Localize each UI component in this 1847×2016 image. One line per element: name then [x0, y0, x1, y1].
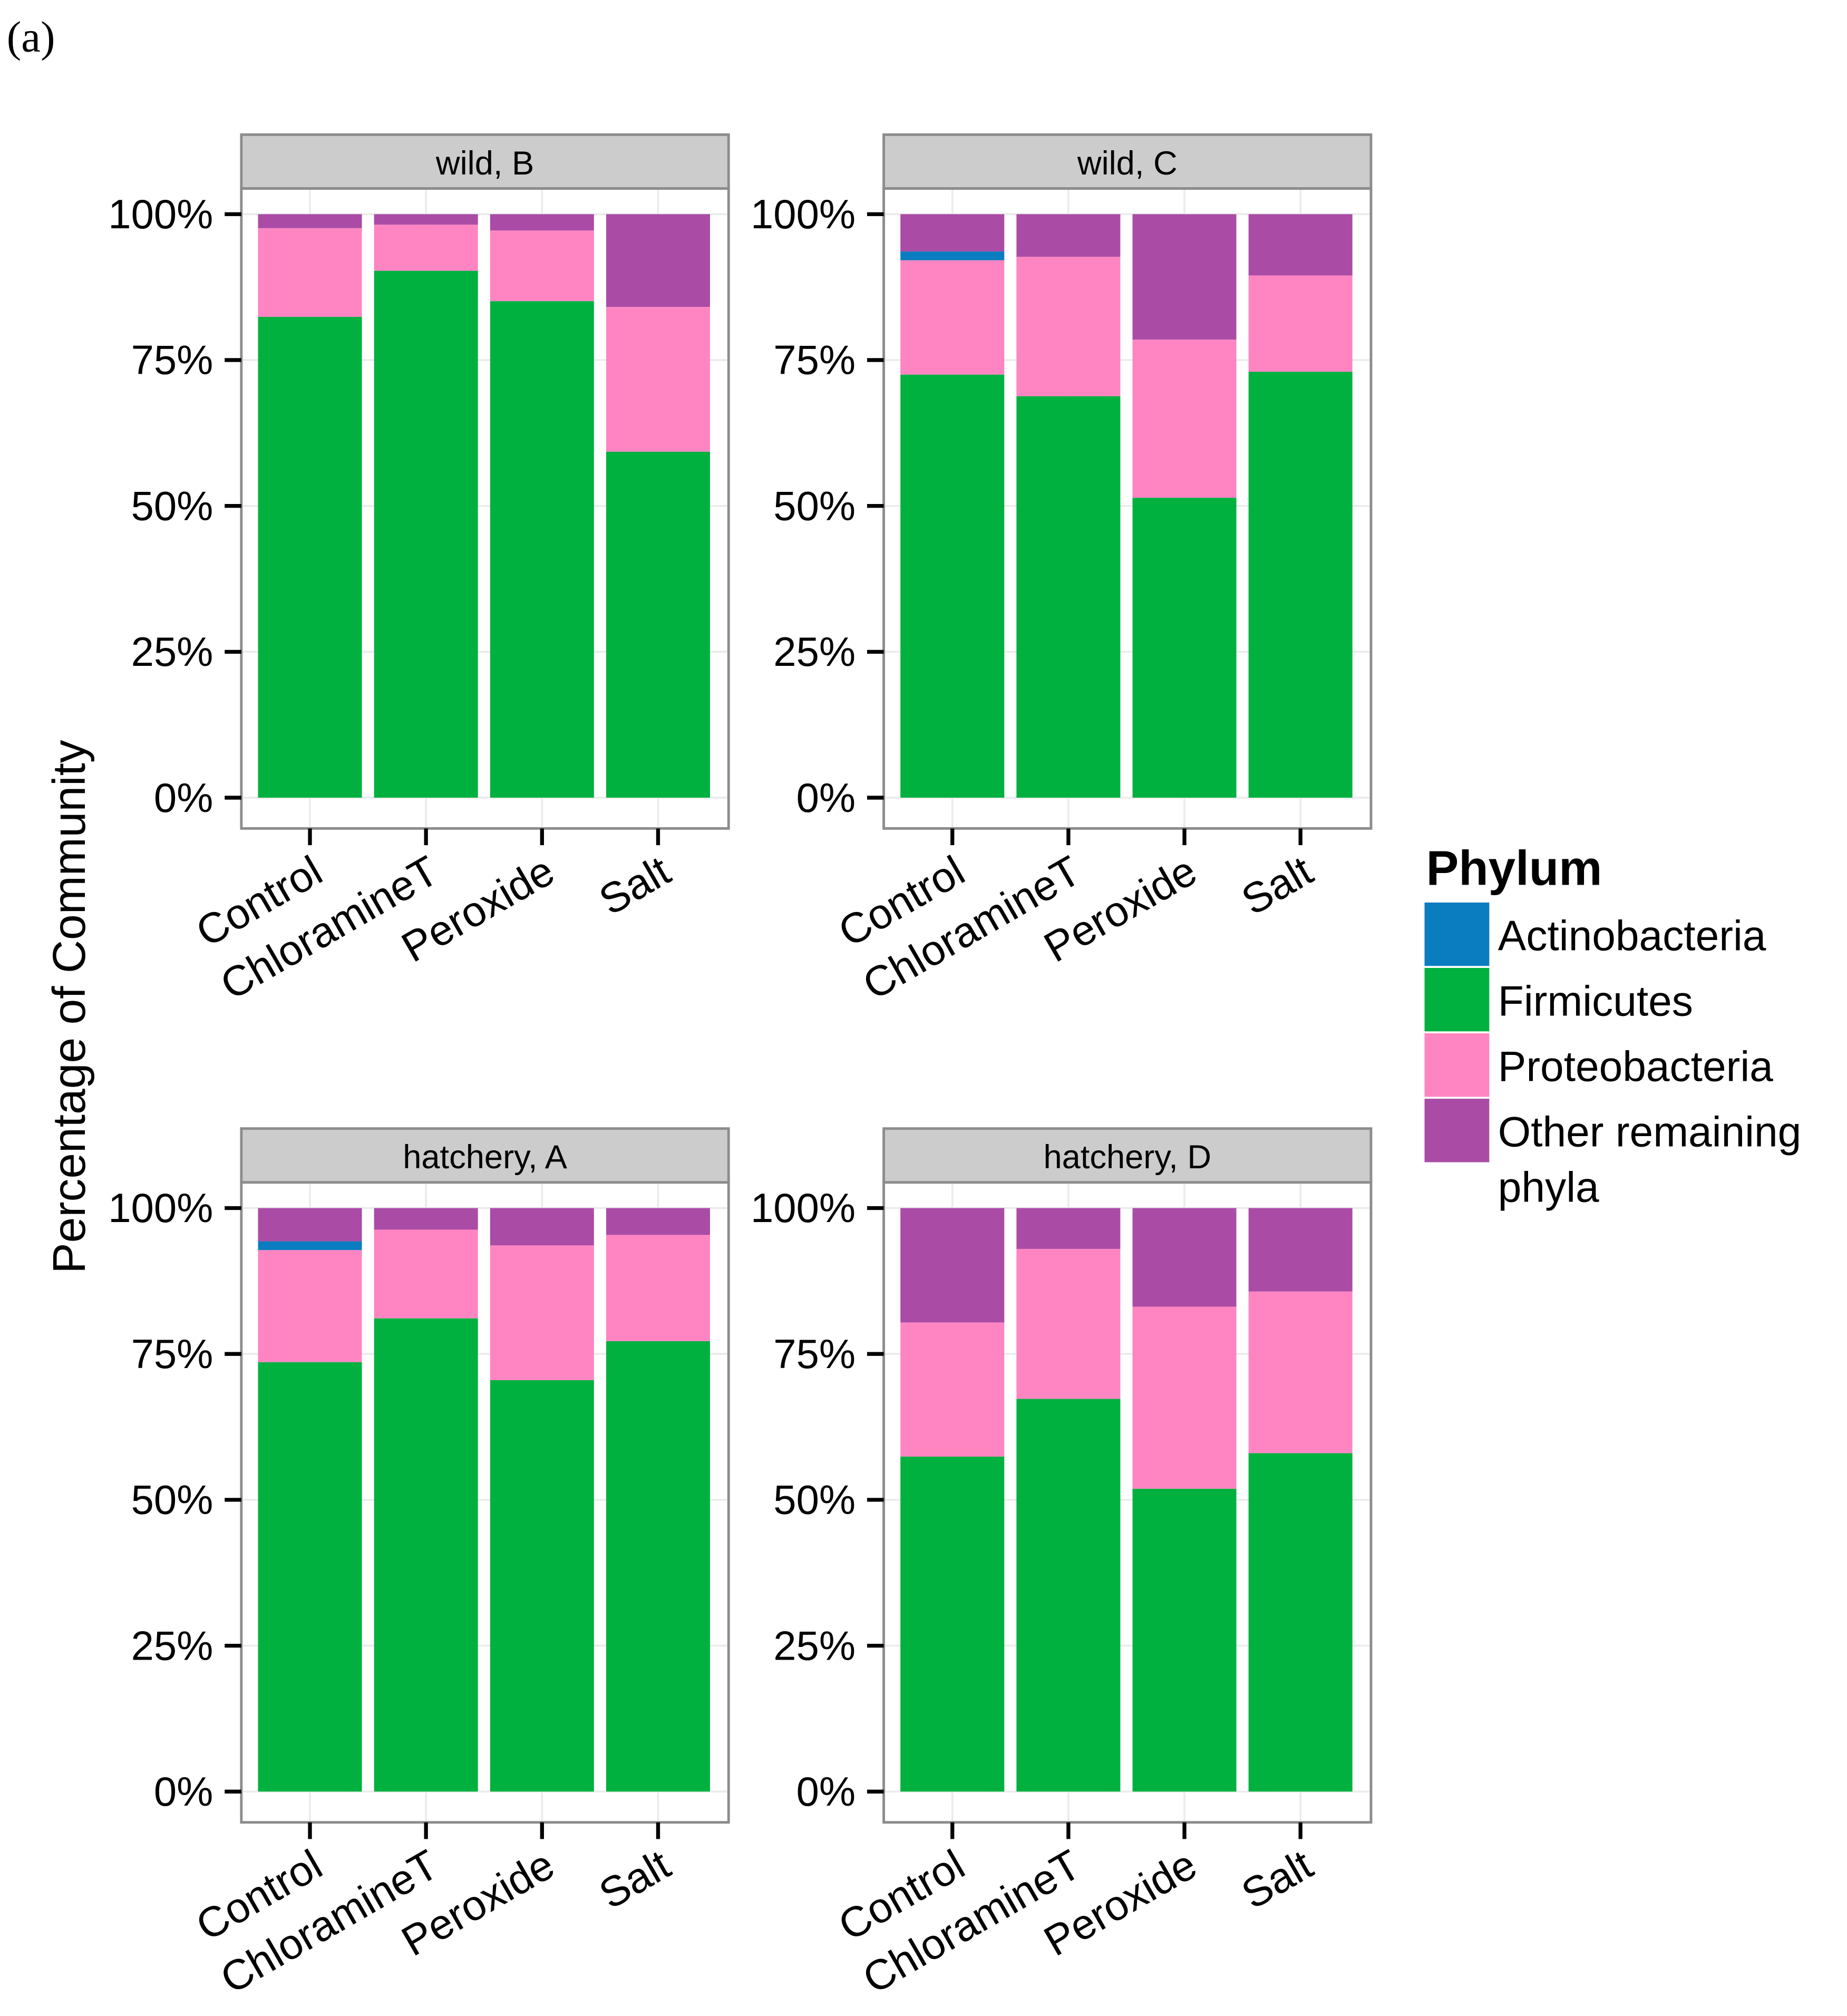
- bar-segment-other: [258, 1208, 362, 1242]
- bar-segment-other: [606, 1208, 710, 1235]
- y-tick-label: 0%: [154, 776, 213, 821]
- bar-segment-proteobacteria: [1248, 1291, 1353, 1453]
- panel-title: hatchery, A: [403, 1139, 567, 1176]
- bar-segment-firmicutes: [258, 1362, 362, 1792]
- bar-segment-firmicutes: [490, 1380, 594, 1792]
- panel-wild-c: wild, C0%25%50%75%100%ControlChloramineT…: [751, 133, 1373, 1009]
- bar-segment-proteobacteria: [258, 1250, 362, 1362]
- y-tick-label: 0%: [796, 1769, 856, 1815]
- legend-key: [1422, 1097, 1492, 1165]
- y-tick-label: 25%: [773, 629, 856, 675]
- y-tick-label: 50%: [773, 483, 856, 529]
- bar-segment-firmicutes: [606, 451, 710, 798]
- y-tick-label: 25%: [773, 1623, 856, 1669]
- bar-segment-other: [1132, 1208, 1237, 1307]
- panel-strip: [240, 1127, 730, 1184]
- y-tick-label: 100%: [751, 192, 856, 237]
- bar-segment-firmicutes: [1248, 372, 1353, 798]
- bar-segment-proteobacteria: [606, 307, 710, 452]
- y-tick-label: 0%: [796, 776, 856, 821]
- panel-strip: [882, 1127, 1373, 1184]
- bar-segment-actinobacteria: [258, 1241, 362, 1251]
- legend-label: Other remaining phyla: [1498, 1109, 1802, 1211]
- y-tick-label: 100%: [751, 1186, 856, 1231]
- panel-strip: [882, 133, 1373, 190]
- legend-key: [1422, 1031, 1492, 1099]
- y-tick-label: 0%: [154, 1769, 213, 1815]
- legend-label: Proteobacteria: [1498, 1043, 1773, 1091]
- bar-segment-firmicutes: [374, 270, 478, 798]
- y-tick-label: 75%: [773, 1332, 856, 1377]
- bar-segment-proteobacteria: [374, 225, 478, 271]
- bar-segment-firmicutes: [900, 1456, 1005, 1792]
- y-tick-label: 100%: [108, 192, 213, 237]
- bar-segment-firmicutes: [1132, 498, 1237, 798]
- panel-title: wild, B: [435, 145, 534, 182]
- bar-segment-proteobacteria: [1016, 1248, 1121, 1399]
- bar-segment-other: [1248, 214, 1353, 276]
- y-tick-label: 75%: [131, 338, 213, 383]
- bar-segment-other: [900, 214, 1005, 252]
- bar-segment-other: [490, 1208, 594, 1246]
- bar-segment-proteobacteria: [606, 1235, 710, 1341]
- bar-segment-other: [490, 214, 594, 231]
- bar-segment-proteobacteria: [258, 228, 362, 317]
- bar-segment-firmicutes: [490, 301, 594, 798]
- bar-segment-firmicutes: [1132, 1488, 1237, 1792]
- figure-label: (a): [7, 12, 55, 61]
- bar-segment-other: [258, 214, 362, 228]
- y-tick-label: 50%: [131, 483, 213, 529]
- bar-segment-other: [606, 214, 710, 307]
- y-tick-label: 50%: [773, 1478, 856, 1523]
- legend-key: [1422, 966, 1492, 1034]
- y-tick-label: 75%: [773, 338, 856, 383]
- bar-segment-proteobacteria: [1248, 275, 1353, 372]
- panel-title: wild, C: [1077, 145, 1178, 182]
- y-tick-label: 25%: [131, 1623, 213, 1669]
- bar-segment-firmicutes: [606, 1341, 710, 1792]
- bar-segment-proteobacteria: [1016, 257, 1121, 396]
- y-tick-label: 25%: [131, 629, 213, 675]
- bar-segment-proteobacteria: [490, 230, 594, 302]
- bar-segment-other: [1016, 214, 1121, 257]
- y-tick-label: 100%: [108, 1186, 213, 1231]
- bar-segment-other: [1016, 1208, 1121, 1249]
- bar-segment-proteobacteria: [900, 1322, 1005, 1457]
- bar-segment-proteobacteria: [490, 1245, 594, 1380]
- bar-segment-other: [1248, 1208, 1353, 1292]
- legend-label: Actinobacteria: [1498, 913, 1766, 960]
- panel-title: hatchery, D: [1043, 1139, 1211, 1176]
- bar-segment-firmicutes: [374, 1318, 478, 1792]
- bar-segment-other: [374, 1208, 478, 1230]
- bar-segment-firmicutes: [900, 374, 1005, 798]
- legend-title: Phylum: [1426, 840, 1602, 895]
- x-tick-label: Salt: [591, 847, 678, 924]
- legend-label: Firmicutes: [1498, 978, 1693, 1025]
- panel-wild-b: wild, B0%25%50%75%100%ControlChloramineT…: [108, 133, 730, 1009]
- x-tick-label: Salt: [591, 1841, 678, 1918]
- bar-segment-firmicutes: [1248, 1453, 1353, 1792]
- legend-key: [1422, 900, 1492, 968]
- bar-segment-other: [1132, 214, 1237, 340]
- x-tick-label: Salt: [1234, 1841, 1321, 1918]
- bar-segment-firmicutes: [1016, 396, 1121, 798]
- bar-segment-proteobacteria: [1132, 1306, 1237, 1489]
- panel-hatchery-a: hatchery, A0%25%50%75%100%ControlChloram…: [108, 1127, 730, 2003]
- panel-strip: [240, 133, 730, 190]
- panel-hatchery-d: hatchery, D0%25%50%75%100%ControlChloram…: [751, 1127, 1373, 2003]
- bar-segment-proteobacteria: [374, 1229, 478, 1319]
- bar-segment-other: [374, 214, 478, 225]
- bar-segment-proteobacteria: [1132, 340, 1237, 498]
- bar-segment-actinobacteria: [900, 251, 1005, 260]
- bar-segment-proteobacteria: [900, 260, 1005, 375]
- x-tick-label: Salt: [1234, 847, 1321, 924]
- bar-segment-other: [900, 1208, 1005, 1323]
- y-tick-label: 50%: [131, 1478, 213, 1523]
- legend: Phylum Actinobacteria Firmicutes Proteobac…: [1422, 840, 1802, 1211]
- bar-segment-firmicutes: [1016, 1399, 1121, 1792]
- y-axis-title: Percentage of Community: [43, 740, 95, 1274]
- bar-segment-firmicutes: [258, 317, 362, 798]
- y-tick-label: 75%: [131, 1332, 213, 1377]
